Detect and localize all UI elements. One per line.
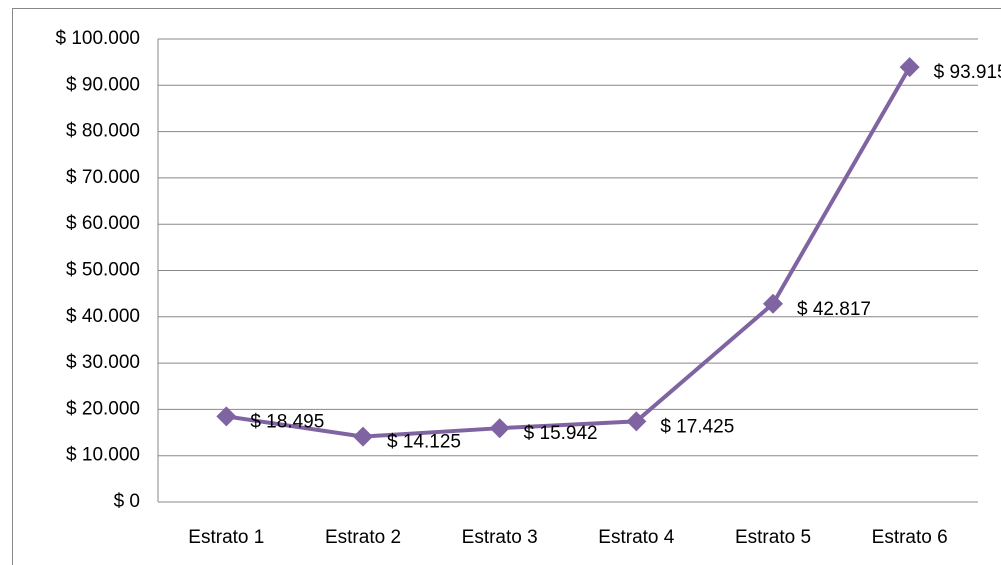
data-point (216, 406, 237, 427)
line-series (226, 66, 912, 439)
data-label: $ 17.425 (660, 416, 734, 437)
x-tick-label: Estrato 4 (598, 527, 674, 548)
data-point (353, 426, 373, 447)
data-point (763, 293, 783, 314)
y-tick-label: $ 40.000 (66, 306, 140, 327)
data-label: $ 93.915 (934, 62, 1001, 83)
y-tick-label: $ 100.000 (55, 28, 140, 49)
y-tick-label: $ 30.000 (66, 352, 140, 373)
y-tick-label: $ 90.000 (66, 74, 140, 95)
data-label: $ 15.942 (524, 423, 598, 444)
x-tick-label: Estrato 3 (462, 527, 538, 548)
data-point (626, 411, 647, 432)
data-label: $ 42.817 (797, 299, 871, 320)
x-tick-label: Estrato 2 (325, 527, 401, 548)
x-tick-label: Estrato 6 (872, 527, 948, 548)
y-tick-label: $ 50.000 (66, 260, 140, 281)
y-tick-label: $ 0 (114, 491, 140, 512)
data-label: $ 18.495 (250, 411, 324, 432)
y-tick-label: $ 20.000 (66, 398, 140, 419)
y-tick-label: $ 60.000 (66, 213, 140, 234)
y-tick-label: $ 10.000 (66, 445, 140, 466)
data-label: $ 14.125 (387, 432, 461, 453)
data-point (489, 418, 510, 439)
x-tick-label: Estrato 1 (188, 527, 264, 548)
x-tick-label: Estrato 5 (735, 527, 811, 548)
y-tick-label: $ 80.000 (66, 121, 140, 142)
data-point (899, 57, 920, 78)
chart-frame (12, 8, 1001, 565)
y-tick-label: $ 70.000 (66, 167, 140, 188)
